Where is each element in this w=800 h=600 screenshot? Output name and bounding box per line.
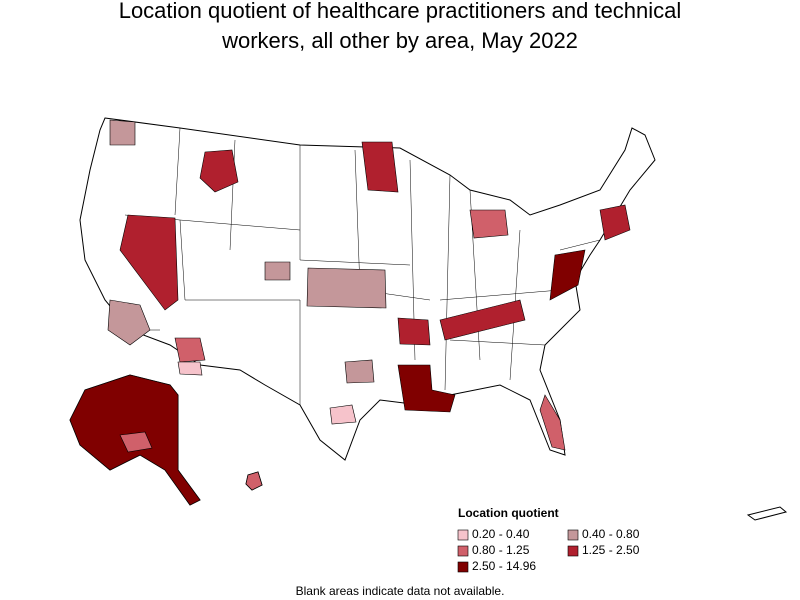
mid-atlantic-region: [549, 249, 586, 301]
territory: [746, 506, 788, 521]
montana-region: [199, 149, 239, 193]
tennessee-region: [439, 299, 526, 341]
texas-region: [329, 404, 357, 425]
legend-label: 2.50 - 14.96: [472, 559, 536, 573]
map: [69, 117, 788, 521]
nevada-region: [119, 214, 179, 311]
state-borders: [124, 127, 601, 405]
legend-label: 0.20 - 0.40: [472, 527, 530, 541]
texas-region: [344, 359, 375, 384]
legend-label: 0.40 - 0.80: [582, 527, 640, 541]
arizona-region: [174, 337, 206, 363]
legend-swatch: [457, 545, 469, 557]
alaska-region: [119, 431, 153, 453]
washington-region: [109, 119, 136, 146]
kansas-region: [306, 267, 387, 309]
legend-label: 1.25 - 2.50: [582, 543, 640, 557]
legend-swatch: [457, 529, 469, 541]
california-region: [107, 299, 151, 346]
hawaii-region: [245, 471, 263, 491]
legend-swatch: [567, 545, 579, 557]
louisiana-region: [397, 364, 456, 413]
legend: Location quotient 0.20 - 0.40 0.40 - 0.80…: [457, 506, 640, 573]
minnesota-region: [361, 141, 399, 193]
arkansas-region: [397, 317, 431, 346]
arizona-region: [177, 361, 203, 376]
title-line: Location quotient of healthcare practiti…: [119, 0, 682, 23]
colorado-region: [264, 261, 291, 281]
legend-label: 0.80 - 1.25: [472, 543, 530, 557]
florida-region: [539, 394, 566, 451]
title-line: workers, all other by area, May 2022: [221, 28, 578, 53]
legend-swatch: [567, 529, 579, 541]
michigan-region: [469, 209, 509, 239]
legend-title: Location quotient: [458, 506, 559, 520]
legend-swatch: [457, 561, 469, 573]
new-england-region: [599, 204, 631, 241]
footnote: Blank areas indicate data not available.: [296, 584, 505, 598]
